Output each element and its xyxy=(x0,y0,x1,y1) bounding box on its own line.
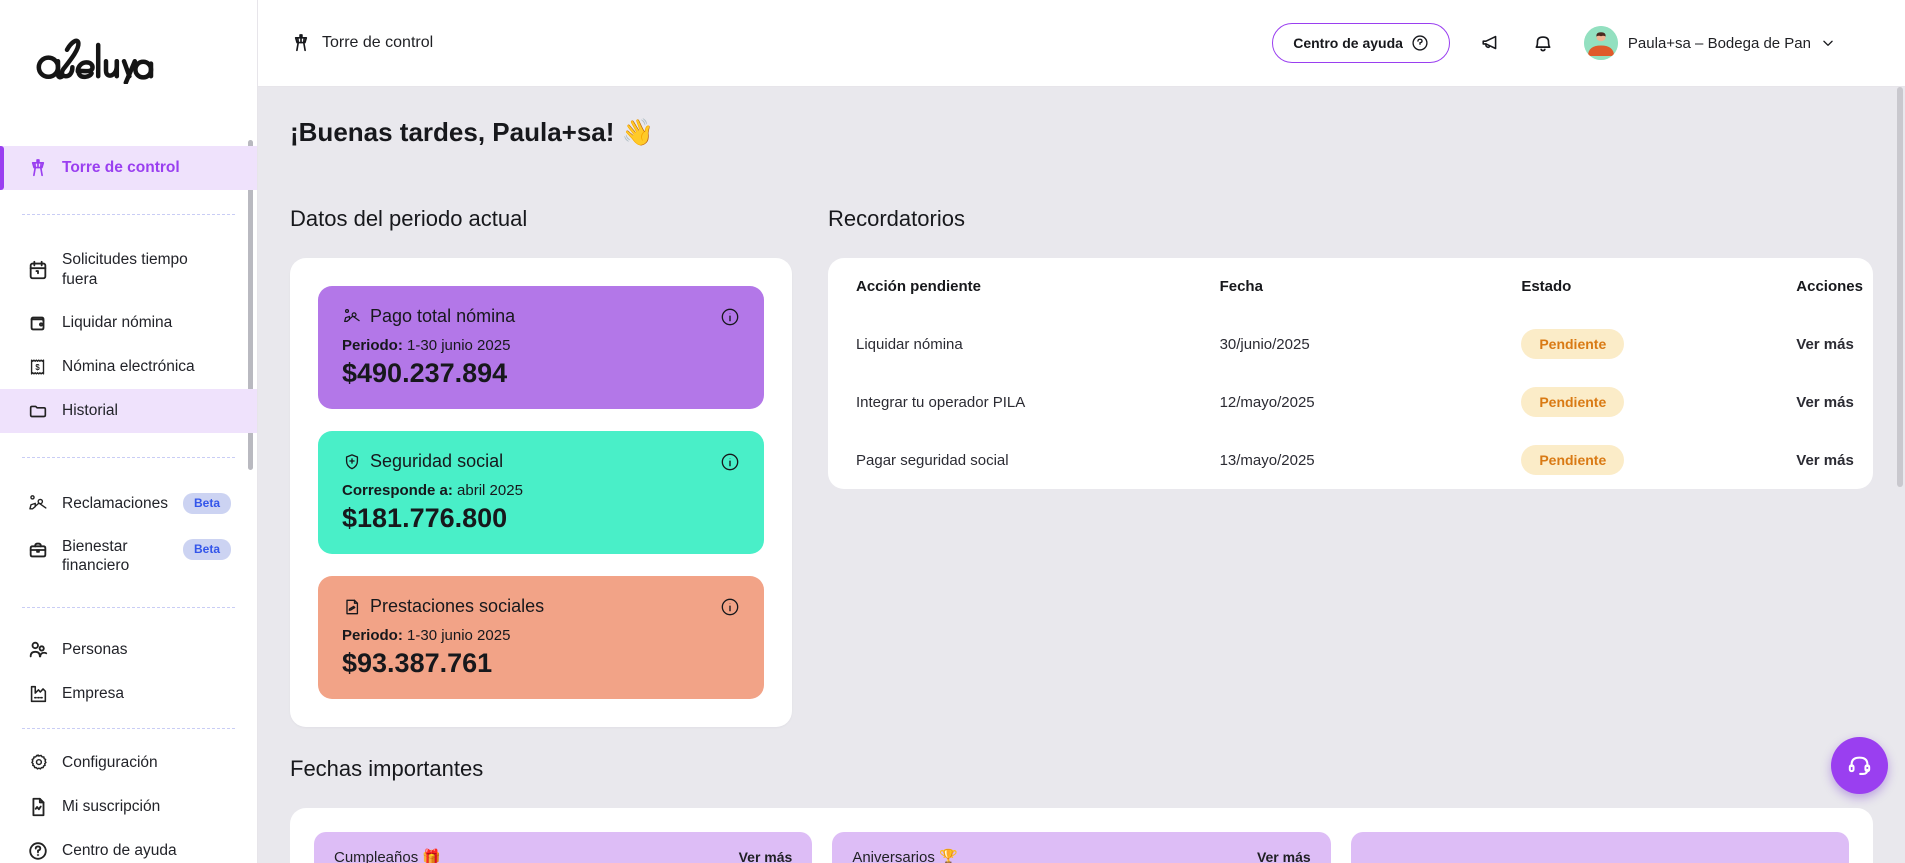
svg-text:$: $ xyxy=(35,363,40,372)
